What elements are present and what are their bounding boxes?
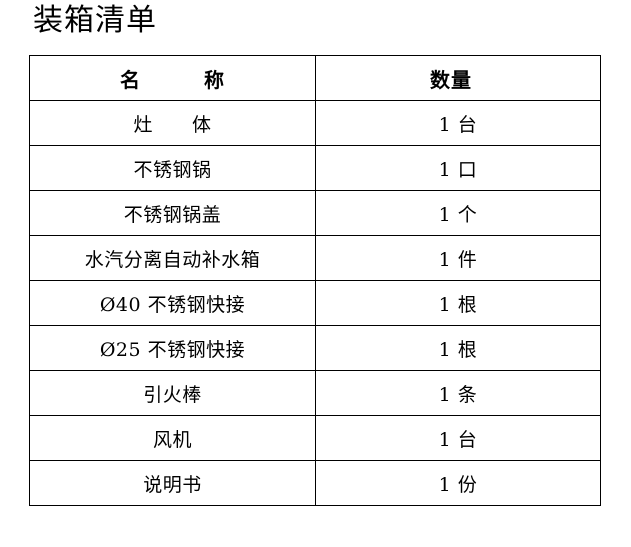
column-header-quantity-label: 数量 xyxy=(430,67,472,92)
cell-item-quantity: 1 台 xyxy=(315,415,601,461)
table-row: 不锈钢锅盖 1 个 xyxy=(29,190,601,236)
cell-item-name: Ø40 不锈钢快接 xyxy=(29,280,316,326)
cell-item-quantity: 1 口 xyxy=(315,145,601,191)
table-row: 风机 1 台 xyxy=(29,415,601,461)
table-header: 名 称 数量 xyxy=(29,55,601,101)
cell-item-name: 说明书 xyxy=(29,460,316,506)
cell-item-name: 灶 体 xyxy=(29,100,316,146)
table-row: 不锈钢锅 1 口 xyxy=(29,145,601,191)
cell-item-name: 水汽分离自动补水箱 xyxy=(29,235,316,281)
column-header-name: 名 称 xyxy=(29,55,316,101)
cell-item-quantity: 1 台 xyxy=(315,100,601,146)
cell-item-quantity: 1 根 xyxy=(315,280,601,326)
table-row: Ø25 不锈钢快接 1 根 xyxy=(29,325,601,371)
table-row: Ø40 不锈钢快接 1 根 xyxy=(29,280,601,326)
cell-item-quantity: 1 件 xyxy=(315,235,601,281)
cell-item-name: 不锈钢锅盖 xyxy=(29,190,316,236)
table-row: 说明书 1 份 xyxy=(29,460,601,506)
column-header-quantity: 数量 xyxy=(315,55,601,101)
cell-item-name: 风机 xyxy=(29,415,316,461)
page-title: 装箱清单 xyxy=(33,3,157,38)
cell-item-quantity: 1 根 xyxy=(315,325,601,371)
table-row: 引火棒 1 条 xyxy=(29,370,601,416)
cell-item-quantity: 1 份 xyxy=(315,460,601,506)
cell-item-name: 引火棒 xyxy=(29,370,316,416)
cell-item-quantity: 1 个 xyxy=(315,190,601,236)
cell-item-quantity: 1 条 xyxy=(315,370,601,416)
cell-item-name: 不锈钢锅 xyxy=(29,145,316,191)
table-row: 水汽分离自动补水箱 1 件 xyxy=(29,235,601,281)
cell-item-name: Ø25 不锈钢快接 xyxy=(29,325,316,371)
table-header-row: 名 称 数量 xyxy=(29,55,601,101)
column-header-name-label: 名 称 xyxy=(120,67,225,92)
